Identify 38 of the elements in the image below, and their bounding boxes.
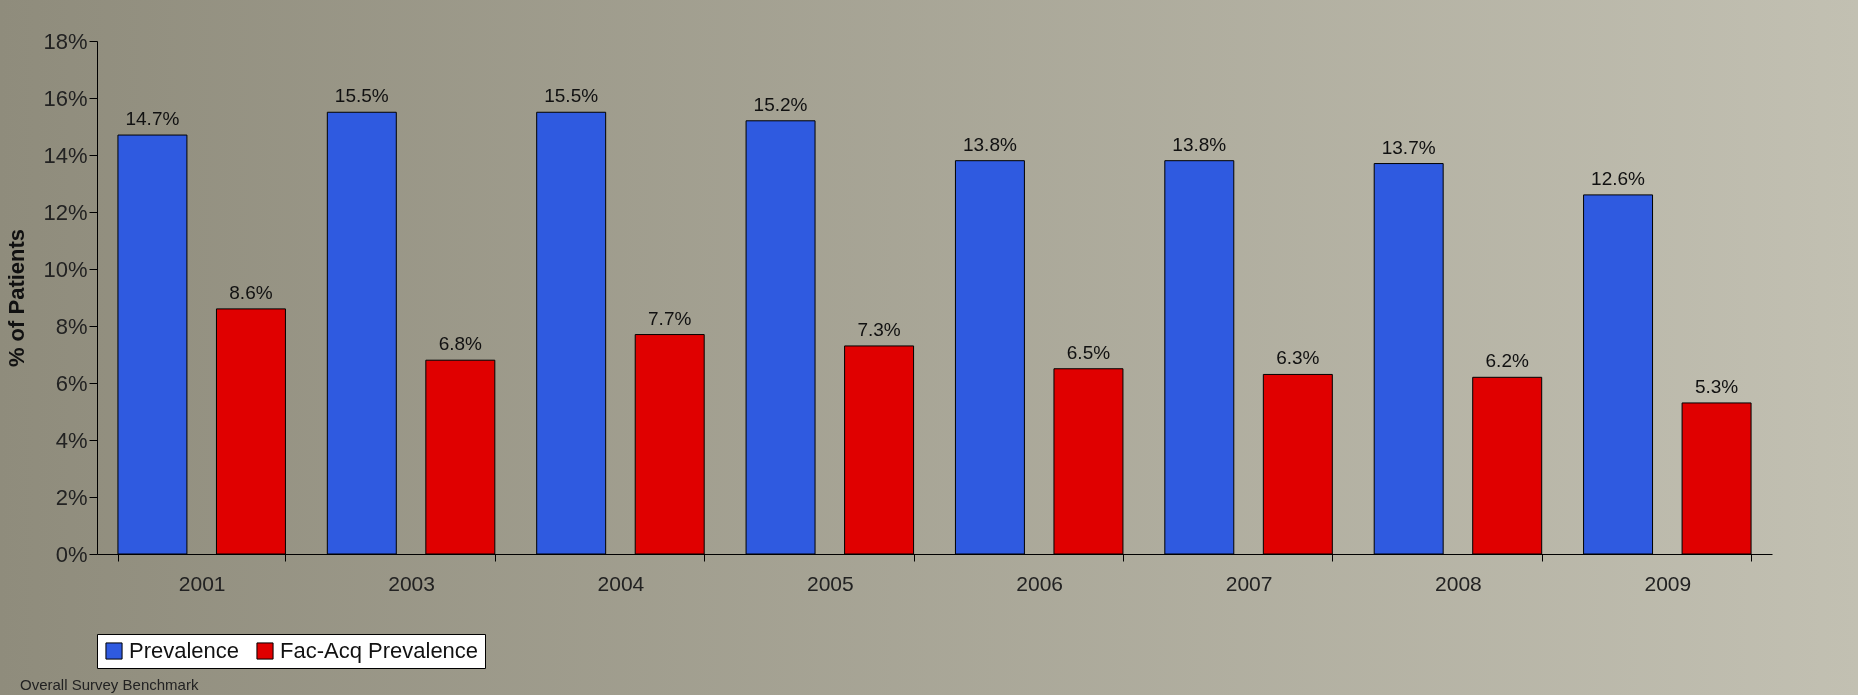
data-label: 13.7% [1381, 136, 1436, 158]
y-tick-label: 12% [43, 199, 88, 225]
x-tick-label: 2006 [1016, 571, 1064, 595]
x-tick-label: 2004 [597, 571, 645, 595]
data-label: 8.6% [229, 281, 273, 303]
y-tick-label: 2% [55, 484, 88, 510]
y-axis-title: % of Patients [4, 228, 30, 368]
y-tick-label: 8% [55, 313, 88, 339]
x-tick-label: 2003 [388, 571, 435, 595]
x-tick-label: 2007 [1225, 571, 1273, 595]
y-tick-label: 6% [55, 370, 88, 396]
data-label: 6.2% [1485, 350, 1529, 372]
data-label: 12.6% [1591, 167, 1646, 189]
data-label: 15.5% [334, 85, 389, 107]
data-label: 7.7% [648, 307, 692, 329]
data-label: 6.3% [1276, 347, 1320, 369]
y-tick-label: 14% [43, 142, 88, 168]
data-label: 7.3% [857, 318, 901, 340]
text: Overall Survey Benchmark [20, 676, 199, 693]
legend-label: Prevalence [129, 638, 240, 663]
y-tick-label: 18% [43, 28, 88, 54]
legend-label: Fac-Acq Prevalence [280, 638, 479, 663]
x-tick-label: 2009 [1644, 571, 1692, 595]
y-tick-label: 10% [43, 256, 88, 282]
data-label: 13.8% [962, 133, 1017, 155]
data-label: 5.3% [1694, 375, 1739, 397]
data-label: 15.2% [753, 93, 808, 115]
data-label: 6.8% [438, 333, 483, 355]
data-label: 13.8% [1172, 133, 1227, 155]
x-tick-label: 2008 [1435, 571, 1482, 595]
y-tick-label: 16% [43, 85, 88, 111]
data-label: 14.7% [125, 108, 180, 130]
data-label: 6.5% [1066, 341, 1111, 363]
y-tick-label: 4% [55, 427, 88, 453]
x-tick-label: 2005 [806, 571, 854, 595]
data-label: 15.5% [544, 85, 599, 107]
y-tick-label: 0% [55, 541, 88, 567]
x-tick-label: 2001 [178, 571, 226, 595]
